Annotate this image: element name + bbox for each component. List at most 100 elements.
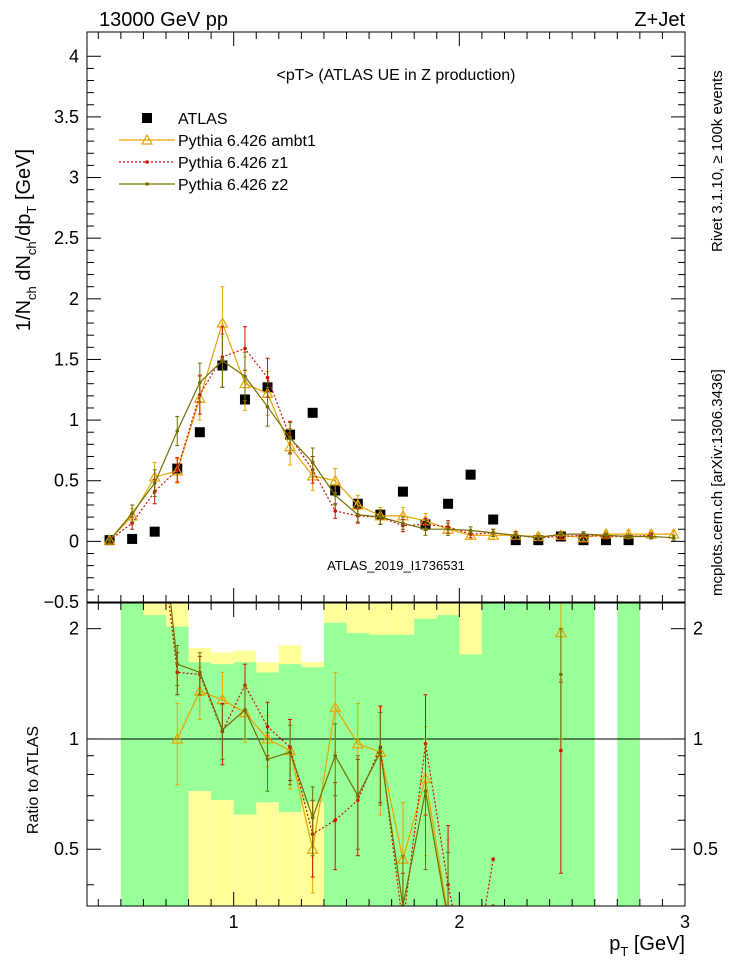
pythia-6-426-z2-marker: [378, 515, 383, 519]
pythia-6-426-ambt1-marker: [103, 533, 116, 545]
pythia-6-426-z2-line: [109, 359, 674, 541]
legend: ATLAS Pythia 6.426 ambt1 Pythia 6.426 z1 Py…: [119, 111, 316, 194]
pythia-6-426-z2-marker: [220, 358, 225, 363]
atlas-point: [623, 535, 634, 546]
y-tick-label: −0.5: [43, 592, 79, 612]
ratio-pythia-6-426-ambt1-marker: [488, 937, 498, 946]
legend-pythia-6-426-z1-label: Pythia 6.426 z1: [178, 155, 288, 172]
main-plot-title: <pT> (ATLAS UE in Z production): [277, 67, 516, 84]
ratio-pythia-6-426-ambt1-marker: [329, 701, 342, 712]
pythia-6-426-ambt1-marker: [464, 529, 477, 540]
ratio-pythia-6-426-z2-marker: [378, 750, 383, 755]
ratio-pythia-6-426-z1-marker: [333, 818, 338, 823]
ratio-pythia-6-426-z2-marker: [446, 918, 450, 922]
ratio-band-inner: [391, 634, 415, 906]
ratio-pythia-6-426-z1-marker: [265, 724, 270, 729]
pythia-6-426-z2-marker: [604, 533, 608, 538]
atlas-point: [601, 535, 612, 546]
ratio-pythia-6-426-ambt1-marker: [443, 910, 453, 919]
x-tick-label: 2: [454, 912, 464, 932]
legend-atlas-marker: [142, 113, 152, 123]
x-tick-label: 1: [229, 912, 239, 932]
ratio-y-tick-label: 1: [693, 729, 703, 749]
ratio-pythia-6-426-z1-marker: [491, 857, 495, 861]
ratio-pythia-6-426-z2-marker: [243, 708, 247, 712]
y-tick-label: 1.5: [54, 349, 79, 369]
y-tick-label: 2: [69, 289, 79, 309]
pythia-6-426-z2-marker: [401, 521, 405, 525]
ratio-pythia-6-426-ambt1-marker: [171, 732, 184, 744]
ratio-y-tick-label: 1: [69, 729, 79, 749]
ratio-band-inner: [143, 615, 166, 906]
pythia-6-426-z2-marker: [671, 535, 676, 540]
ratio-pythia-6-426-z2-marker: [220, 727, 225, 732]
atlas-point: [194, 427, 205, 438]
side-label-bottom: mcplots.cern.ch [arXiv:1306.3436]: [709, 369, 726, 596]
ratio-pythia-6-426-ambt1-marker: [351, 737, 364, 749]
y-tick-label: 2.5: [54, 228, 79, 248]
pythia-6-426-z2-marker: [626, 534, 631, 539]
main-y-axis-label: 1/Nch dNch/dpT [GeV]: [13, 149, 39, 331]
pythia-6-426-z1-marker: [175, 468, 180, 472]
y-tick-label: 1: [69, 410, 79, 430]
atlas-point: [510, 535, 521, 546]
pythia-6-426-z2-marker: [581, 532, 586, 536]
pythia-6-426-z2-marker: [536, 535, 541, 540]
ratio-pythia-6-426-z2-marker: [355, 793, 360, 798]
pythia-6-426-z1-marker: [243, 346, 247, 351]
pythia-6-426-z2-marker: [152, 481, 157, 485]
pythia-6-426-z2-marker: [243, 374, 247, 379]
pythia-6-426-z2-marker: [265, 404, 270, 409]
main-plot-frame: [86, 31, 686, 603]
legend-pythia-6-426-z2-marker: [145, 182, 149, 186]
pythia-6-426-z2-marker: [288, 436, 292, 441]
ratio-band-inner: [481, 603, 505, 906]
atlas-point: [397, 486, 408, 497]
main-plot-panel: −0.5 0 0.5 1 1.5 2 2.5 3 3.5 4 <pT> (ATLAS UE in …: [13, 31, 686, 612]
ratio-pythia-6-426-z1-marker: [401, 924, 405, 928]
y-tick-label: 3: [69, 168, 79, 188]
ratio-band-inner: [504, 603, 528, 906]
legend-atlas-label: ATLAS: [178, 111, 228, 128]
ratio-band-inner: [120, 603, 144, 906]
ratio-band-inner: [188, 662, 212, 792]
pythia-6-426-z1-marker: [333, 509, 338, 513]
ratio-pythia-6-426-z2-marker: [265, 757, 270, 762]
ratio-band-inner: [436, 615, 460, 906]
ratio-pythia-6-426-z2-marker: [175, 662, 180, 666]
atlas-point: [127, 533, 138, 544]
ratio-pythia-6-426-z2-marker: [288, 750, 292, 755]
ratio-y-tick-label: 2: [69, 619, 79, 639]
atlas-point: [465, 469, 476, 480]
side-label-top: Rivet 3.1.10, ≥ 100k events: [709, 70, 726, 252]
x-axis-label: pT [GeV]: [609, 933, 685, 959]
ratio-band-inner: [527, 603, 550, 906]
y-tick-label: 0: [69, 531, 79, 551]
legend-pythia-6-426-ambt1-marker: [140, 133, 154, 145]
ratio-pythia-6-426-z2-marker: [198, 670, 202, 675]
ratio-y-tick-label: 2: [693, 619, 703, 639]
pythia-6-426-ambt1-line: [109, 321, 674, 541]
ratio-y-axis-label: Ratio to ATLAS: [25, 726, 42, 834]
pythia-6-426-z2-marker: [513, 533, 518, 538]
pythia-6-426-ambt1-marker: [487, 529, 500, 540]
legend-pythia-6-426-z2-label: Pythia 6.426 z2: [178, 177, 288, 194]
ratio-y-tick-label: 0.5: [54, 839, 79, 859]
y-tick-label: 4: [69, 46, 79, 66]
energy-label: 13000 GeV pp: [99, 9, 228, 31]
pythia-6-426-z2-marker: [175, 429, 180, 433]
pythia-6-426-z2-marker: [491, 531, 495, 535]
pythia-6-426-z2-marker: [333, 493, 338, 498]
ratio-pythia-6-426-z2-marker: [310, 815, 315, 820]
pythia-6-426-z2-marker: [423, 527, 428, 532]
pythia-6-426-z2-marker: [107, 538, 112, 542]
ratio-band-inner: [617, 603, 640, 906]
pythia-6-426-z2-marker: [310, 460, 315, 465]
pythia-6-426-z2-marker: [446, 527, 450, 532]
y-tick-label: 3.5: [54, 107, 79, 127]
pythia-6-426-ambt1-marker: [329, 474, 342, 486]
atlas-point: [307, 407, 318, 418]
ratio-pythia-6-426-z2-marker: [333, 753, 338, 758]
pythia-6-426-z2-marker: [649, 534, 653, 539]
